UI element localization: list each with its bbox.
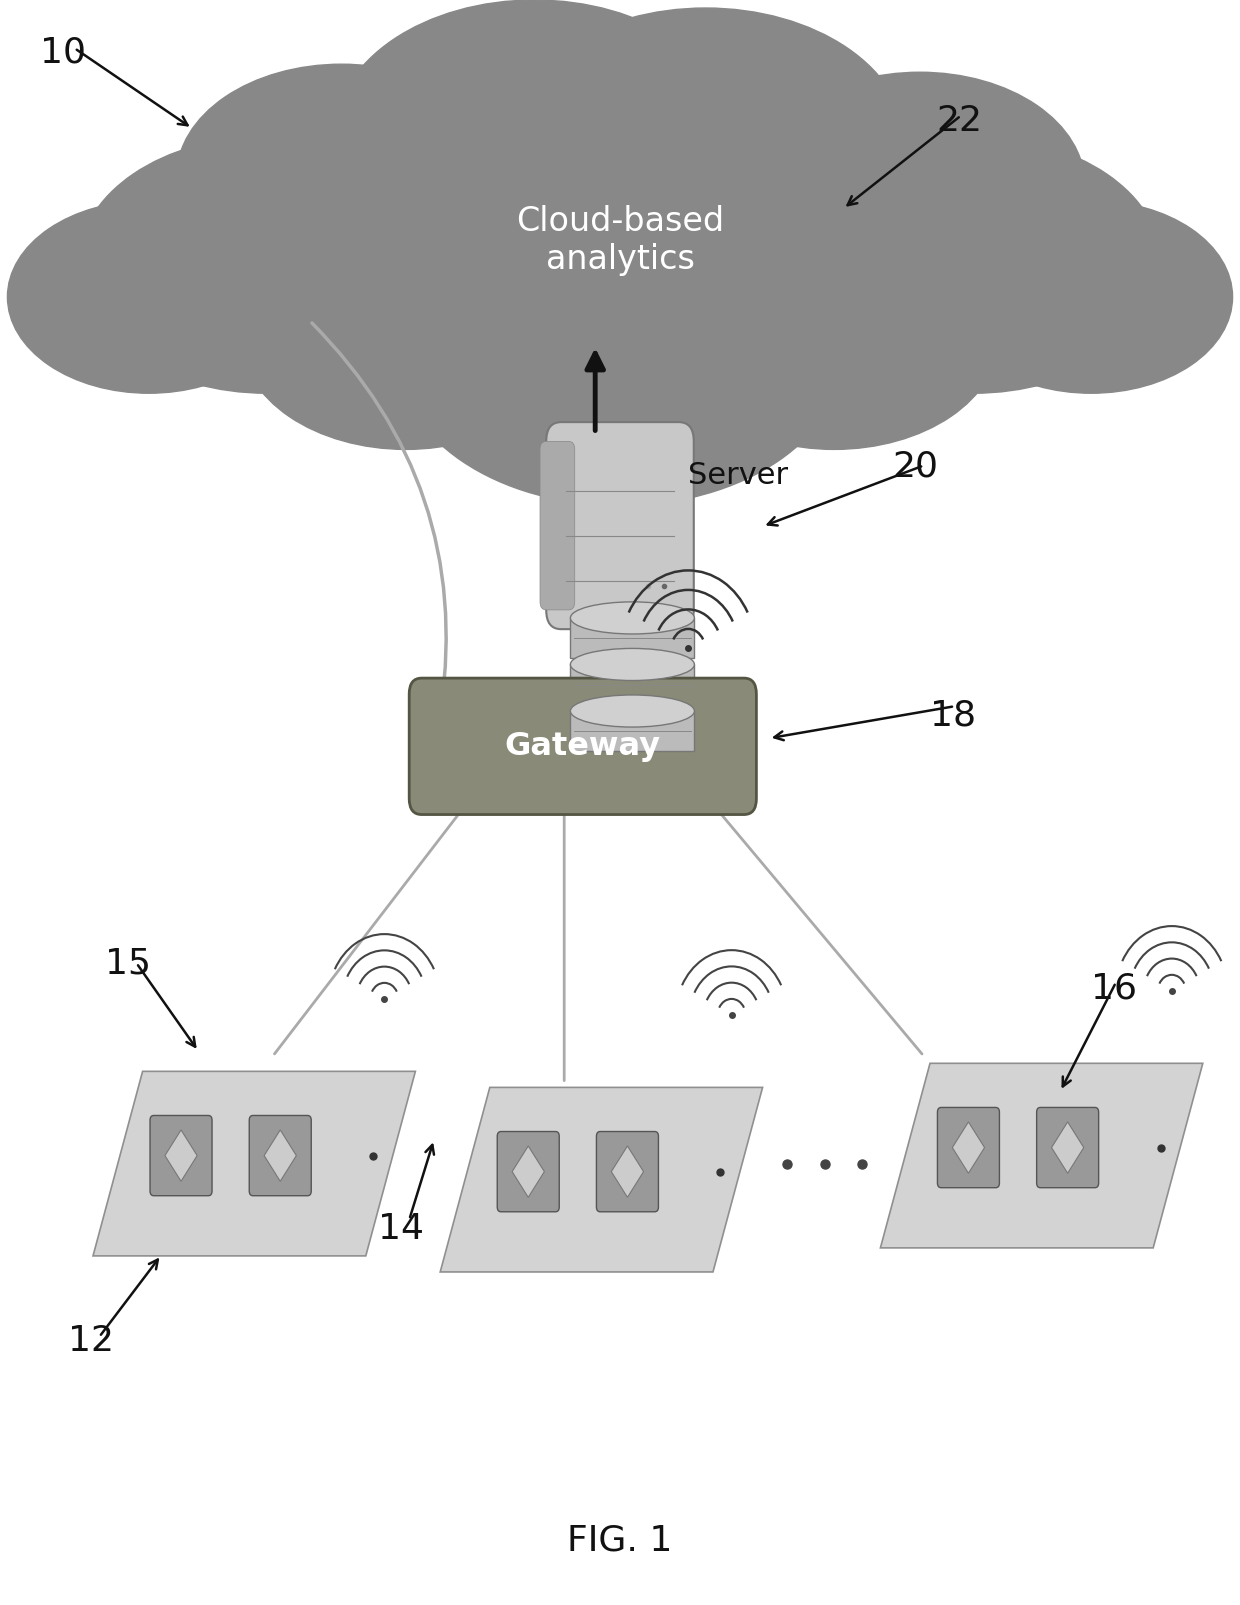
Ellipse shape [241,225,570,449]
Polygon shape [611,1146,644,1197]
Ellipse shape [215,72,662,377]
Ellipse shape [755,72,1085,297]
Ellipse shape [950,201,1233,393]
Text: 15: 15 [105,947,151,981]
Ellipse shape [785,136,1162,393]
Text: 12: 12 [68,1324,114,1358]
Ellipse shape [361,72,879,425]
Text: 10: 10 [40,35,86,69]
Text: 20: 20 [893,449,939,483]
Polygon shape [512,1146,544,1197]
Ellipse shape [176,64,506,289]
Ellipse shape [570,602,694,634]
Polygon shape [440,1088,763,1271]
FancyBboxPatch shape [409,677,756,814]
Ellipse shape [334,0,734,273]
FancyBboxPatch shape [546,422,694,629]
FancyBboxPatch shape [497,1132,559,1212]
Bar [570,618,694,658]
Text: Cloud-based
analytics: Cloud-based analytics [516,205,724,276]
Text: 18: 18 [930,698,976,732]
Polygon shape [93,1072,415,1255]
Ellipse shape [570,695,694,727]
FancyBboxPatch shape [249,1115,311,1196]
Text: Gateway: Gateway [505,730,661,762]
FancyBboxPatch shape [1037,1107,1099,1188]
FancyBboxPatch shape [937,1107,999,1188]
Ellipse shape [570,648,694,681]
Polygon shape [952,1122,985,1173]
Bar [570,664,694,705]
Text: FIG. 1: FIG. 1 [568,1523,672,1558]
FancyBboxPatch shape [150,1115,212,1196]
Polygon shape [165,1130,197,1181]
Ellipse shape [78,136,455,393]
FancyBboxPatch shape [541,441,575,610]
Ellipse shape [578,72,1025,377]
Text: 16: 16 [1091,971,1137,1005]
Ellipse shape [396,201,844,506]
Polygon shape [264,1130,296,1181]
Text: Server: Server [688,461,789,490]
Text: 22: 22 [936,104,982,138]
Bar [570,711,694,751]
Text: 14: 14 [378,1212,424,1245]
Polygon shape [880,1063,1203,1249]
Ellipse shape [7,201,290,393]
FancyBboxPatch shape [596,1132,658,1212]
Ellipse shape [670,225,999,449]
Polygon shape [1052,1122,1084,1173]
Ellipse shape [506,8,906,281]
